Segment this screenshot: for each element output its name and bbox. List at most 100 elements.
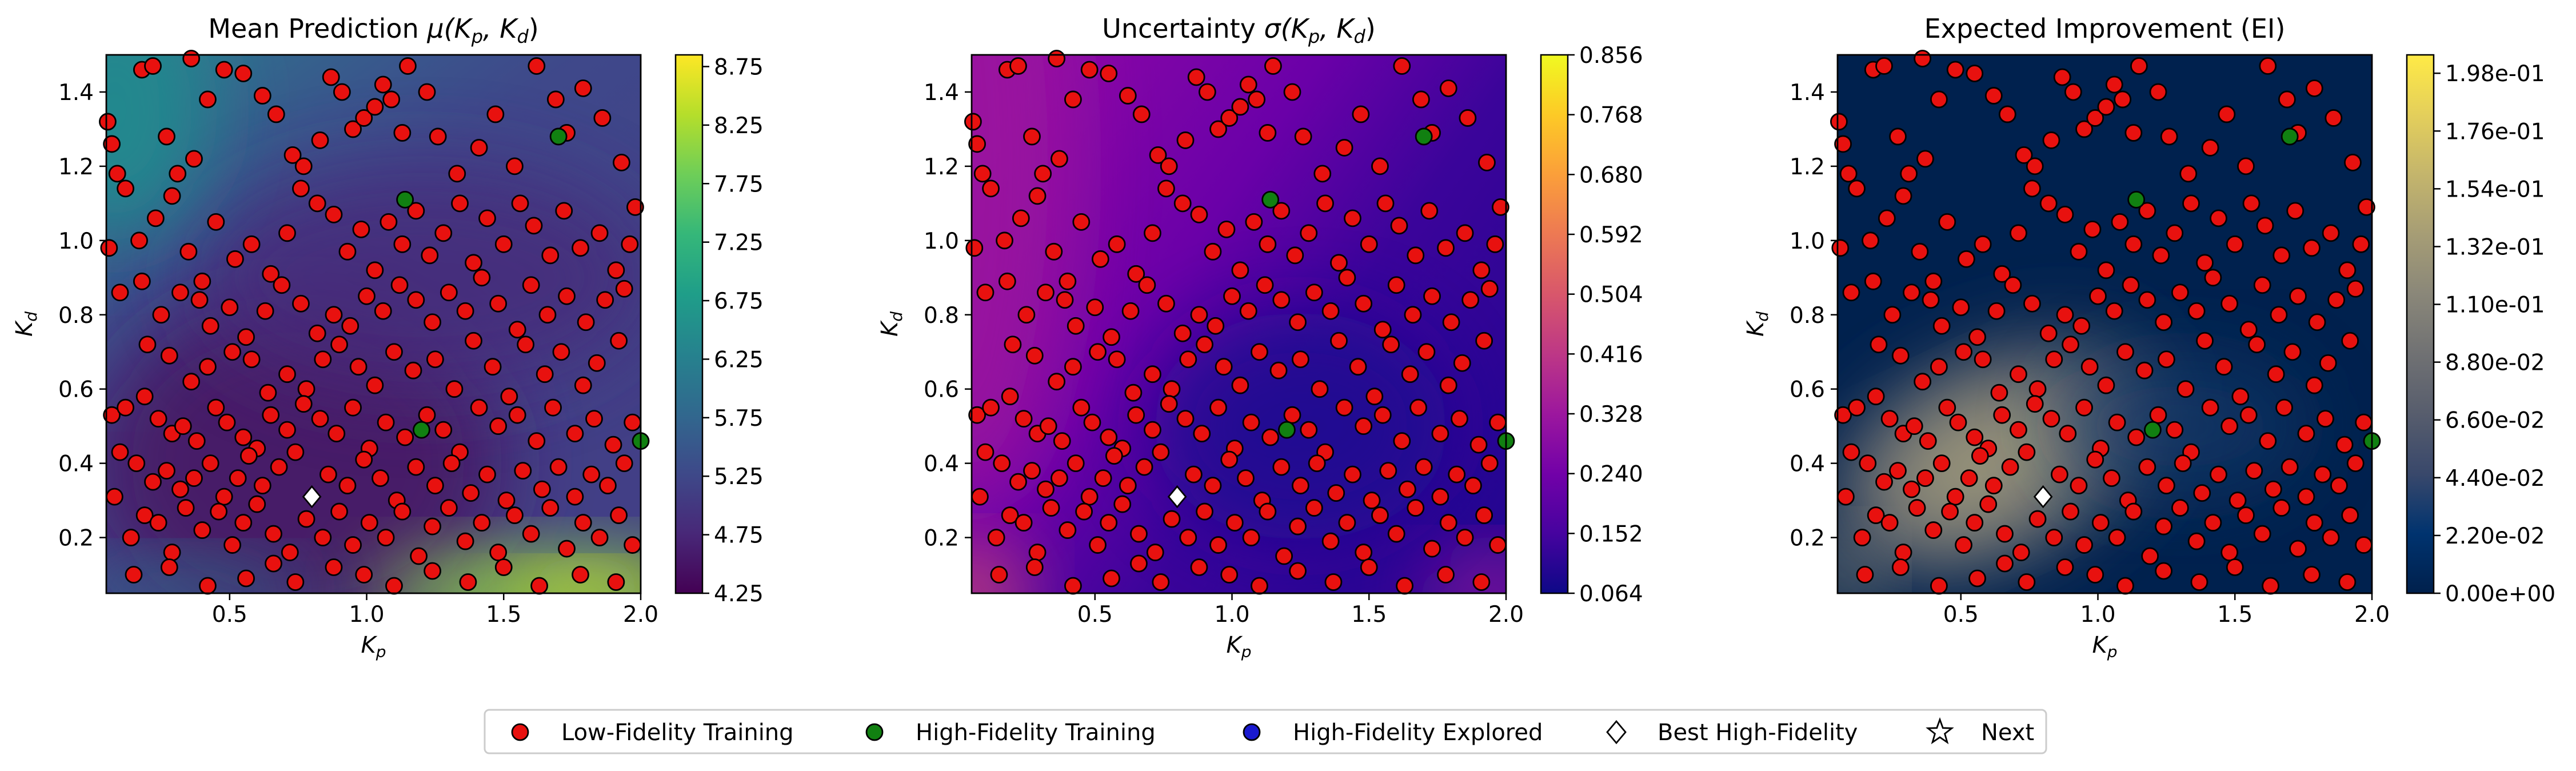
low-fidelity-point (2108, 413, 2126, 432)
legend-label: High-Fidelity Training (916, 720, 1156, 746)
low-fidelity-point (185, 469, 203, 488)
low-fidelity-point (229, 469, 247, 488)
low-fidelity-point (1157, 179, 1175, 198)
low-fidelity-point (2062, 502, 2079, 521)
low-fidelity-point (1283, 406, 1301, 424)
low-fidelity-point (1924, 521, 1943, 539)
y-axis-label: Kd (11, 311, 41, 337)
low-fidelity-point (577, 313, 595, 331)
low-fidelity-point (1472, 261, 1491, 279)
legend-frame (484, 709, 2047, 754)
low-fidelity-point (1067, 454, 1085, 473)
low-fidelity-point (171, 480, 189, 498)
low-fidelity-point (2028, 510, 2047, 528)
low-fidelity-point (2220, 544, 2239, 561)
low-fidelity-point (555, 202, 573, 220)
low-fidelity-point (2355, 413, 2373, 432)
low-fidelity-point (2210, 465, 2227, 484)
low-fidelity-point (338, 477, 357, 494)
low-fidelity-point (390, 276, 409, 294)
low-fidelity-point (1324, 573, 1343, 591)
low-fidelity-point (2346, 279, 2365, 298)
low-fidelity-point (1908, 499, 1926, 517)
low-fidelity-point (1204, 477, 1222, 494)
low-fidelity-point (2124, 124, 2143, 142)
low-fidelity-point (2130, 57, 2148, 75)
low-fidelity-point (2218, 105, 2236, 123)
high-fidelity-training-point (2144, 421, 2162, 439)
chart-title-main: Uncertainty (1102, 13, 1264, 44)
x-tick-label: 2.0 (623, 602, 658, 628)
low-fidelity-point (2001, 458, 2019, 476)
low-fidelity-point (1894, 187, 1912, 205)
low-fidelity-point (440, 283, 458, 302)
low-fidelity-point (382, 90, 401, 109)
y-tick-label: 0.2 (924, 526, 959, 552)
low-fidelity-point (572, 566, 589, 584)
chart-title-sub: p (1308, 26, 1320, 47)
low-fidelity-point (1373, 406, 1392, 424)
low-fidelity-point (2127, 428, 2146, 446)
low-fidelity-point (2070, 242, 2088, 261)
low-fidelity-point (117, 179, 134, 198)
low-fidelity-point (2039, 194, 2058, 213)
x-axis-label: Kp (1226, 632, 1251, 661)
low-fidelity-point (2317, 410, 2334, 428)
low-fidelity-point (2086, 566, 2104, 584)
low-fidelity-point (593, 109, 612, 127)
low-fidelity-point (380, 213, 398, 231)
low-fidelity-point (366, 261, 384, 279)
low-fidelity-point (1176, 131, 1195, 149)
low-fidelity-point (1431, 488, 1449, 506)
low-fidelity-point (1456, 224, 1474, 242)
y-axis-label-sub: d (1753, 311, 1772, 322)
low-fidelity-point (1196, 502, 1213, 521)
low-fidelity-point (341, 317, 360, 335)
low-fidelity-point (338, 242, 357, 261)
low-fidelity-point (1015, 410, 1033, 428)
low-fidelity-point (1475, 506, 1493, 524)
low-fidelity-point (1173, 324, 1192, 342)
low-fidelity-point (2012, 544, 2030, 561)
low-fidelity-point (1439, 79, 1457, 97)
low-fidelity-point (1072, 213, 1091, 231)
low-fidelity-point (127, 454, 146, 473)
low-fidelity-point (2305, 376, 2323, 394)
low-fidelity-point (1949, 413, 1967, 432)
low-fidelity-point (494, 558, 513, 576)
legend: Low-Fidelity Training High-Fidelity Train… (484, 709, 2047, 754)
low-fidelity-point (103, 135, 121, 153)
low-fidelity-point (2355, 536, 2373, 554)
low-fidelity-point (234, 65, 253, 82)
low-fidelity-point (426, 477, 444, 494)
y-tick-label: 0.2 (58, 526, 94, 552)
low-fidelity-point (590, 529, 609, 546)
low-fidelity-point (511, 194, 529, 213)
low-fidelity-point (1486, 235, 1504, 253)
low-fidelity-point (541, 246, 560, 265)
y-axis-label: Kd (1743, 311, 1772, 337)
low-fidelity-point (182, 50, 201, 67)
low-fidelity-point (1492, 198, 1509, 216)
axes-frame (1836, 54, 2373, 594)
low-fidelity-point (1431, 425, 1449, 443)
low-fidelity-point (297, 380, 315, 398)
low-fidelity-point (135, 388, 154, 406)
low-fidelity-point (533, 480, 551, 498)
low-fidelity-point (1064, 90, 1082, 109)
low-fidelity-point (1313, 165, 1332, 183)
low-fidelity-point (163, 544, 181, 561)
low-fidelity-point (1916, 150, 1934, 168)
high-fidelity-training-point (549, 127, 568, 146)
low-fidelity-point (2174, 454, 2192, 473)
low-fidelity-point (2026, 395, 2044, 413)
colorbar-tick-label: 2.20e-02 (2445, 524, 2545, 549)
chart-panel-2: 0.5 1.0 1.5 2.00.20.40.60.81.01.21.4KpKdUnc… (877, 13, 1643, 661)
low-fidelity-point (1220, 566, 1239, 584)
colorbar-tick-label: 0.504 (1579, 282, 1643, 308)
y-tick-label: 1.2 (1790, 154, 1825, 180)
y-tick-label: 1.0 (58, 229, 94, 254)
low-fidelity-point (372, 469, 389, 488)
low-fidelity-point (424, 562, 441, 580)
low-fidelity-point (1209, 536, 1227, 554)
